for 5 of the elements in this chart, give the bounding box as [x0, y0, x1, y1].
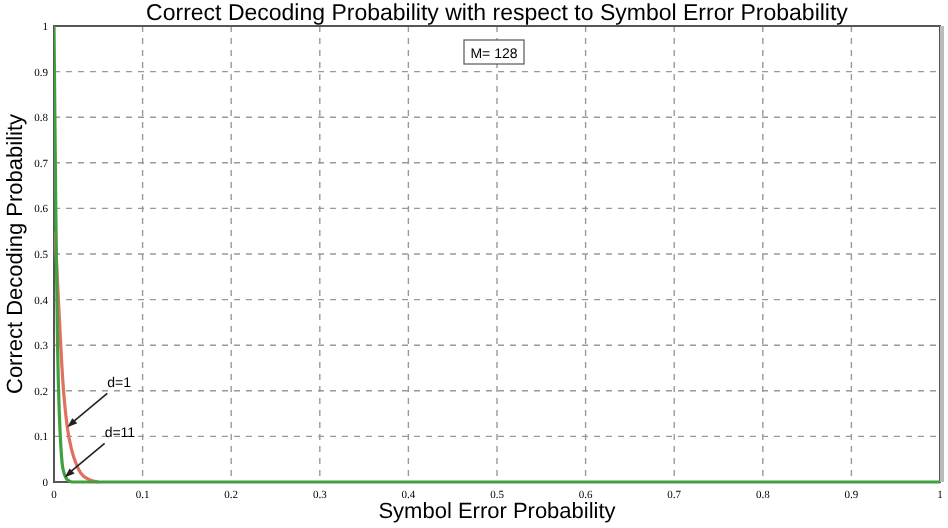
line-series [54, 229, 100, 484]
y-axis-title: Correct Decoding Probability [4, 113, 28, 395]
x-axis-title: Symbol Error Probability [378, 500, 617, 524]
chart-title: Correct Decoding Probability with respect to Symbol Error Probability [146, 2, 849, 26]
line-series [54, 24, 940, 484]
